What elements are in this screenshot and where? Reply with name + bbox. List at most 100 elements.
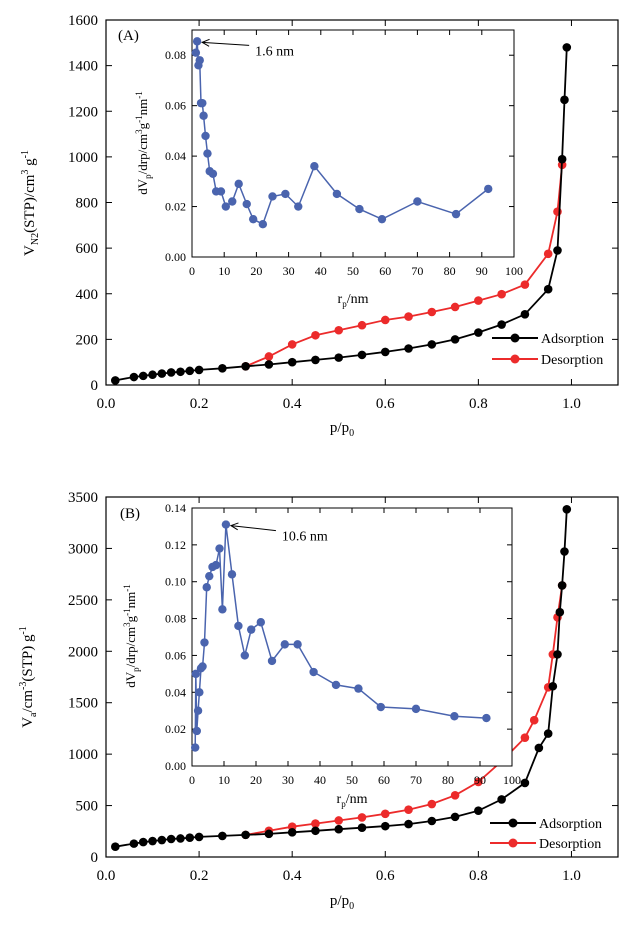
inset-x-tick-label: 60 bbox=[379, 264, 391, 278]
data-point-desorption bbox=[404, 805, 413, 814]
inset-data-point bbox=[199, 111, 208, 120]
x-tick-label: 0.6 bbox=[376, 868, 395, 884]
data-point-desorption bbox=[334, 816, 344, 825]
data-point-adsorption bbox=[218, 831, 227, 841]
y-tick-label: 1000 bbox=[68, 747, 98, 763]
y-tick-label: 3500 bbox=[68, 490, 98, 506]
inset-y-tick-label: 0.06 bbox=[165, 99, 186, 113]
data-point-adsorption bbox=[474, 806, 483, 816]
data-point-adsorption bbox=[287, 357, 297, 367]
data-point-desorption bbox=[543, 249, 553, 259]
inset-data-point bbox=[215, 544, 224, 553]
inset-data-point bbox=[242, 199, 251, 209]
inset-data-point bbox=[234, 179, 243, 189]
y-tick-label: 1600 bbox=[68, 13, 98, 29]
data-point-desorption bbox=[264, 352, 274, 361]
data-point-adsorption bbox=[185, 833, 195, 842]
y-tick-label: 3000 bbox=[68, 541, 98, 557]
data-point-adsorption bbox=[560, 95, 569, 105]
inset-data-point bbox=[201, 131, 210, 141]
data-point-desorption bbox=[427, 799, 437, 809]
inset-x-tick-label: 0 bbox=[189, 773, 195, 787]
data-point-adsorption bbox=[450, 812, 460, 822]
data-point-desorption bbox=[520, 733, 530, 742]
inset-data-point bbox=[195, 56, 204, 65]
data-point-adsorption bbox=[166, 834, 176, 844]
x-tick-label: 0.4 bbox=[283, 396, 302, 412]
inset-y-tick-label: 0.06 bbox=[165, 648, 186, 662]
inset-data-point bbox=[268, 192, 277, 201]
legend-marker-adsorption bbox=[510, 333, 520, 343]
x-tick-label: 0.0 bbox=[97, 868, 116, 884]
inset-data-point bbox=[376, 702, 385, 712]
data-point-desorption bbox=[497, 289, 506, 299]
panel-a-inset-chart: 0.00 0.02 0.04 0.06 0.08 0 10 20 30 40 50 60 70 80 90… bbox=[134, 29, 523, 309]
panel-b-inset-series: 10.6 nm bbox=[191, 520, 491, 752]
data-point-adsorption bbox=[380, 821, 390, 831]
inset-data-point bbox=[218, 605, 227, 614]
data-point-adsorption bbox=[138, 837, 148, 847]
inset-data-point bbox=[484, 184, 493, 194]
data-point-desorption bbox=[380, 809, 390, 819]
inset-data-point bbox=[200, 638, 209, 647]
panel-b-inset-chart: 0.00 0.02 0.04 0.06 0.08 0.10 0.12 0.14 0 10 20 30… bbox=[122, 501, 521, 809]
data-point-adsorption bbox=[555, 607, 565, 617]
data-point-desorption bbox=[450, 302, 460, 312]
data-point-adsorption bbox=[176, 367, 185, 377]
inset-y-tick-label: 0.08 bbox=[165, 48, 186, 62]
data-point-adsorption bbox=[557, 154, 567, 164]
x-tick-label: 0.2 bbox=[190, 396, 209, 412]
data-point-adsorption bbox=[380, 347, 390, 357]
data-point-adsorption bbox=[176, 834, 185, 843]
peak-arrow-head bbox=[201, 38, 210, 47]
inset-data-point bbox=[191, 48, 201, 57]
panel-b-label: (B) bbox=[120, 506, 140, 522]
series-line-adsorption bbox=[115, 47, 568, 382]
inset-data-point bbox=[202, 583, 211, 592]
inset-y-tick-label: 0.02 bbox=[165, 200, 186, 214]
panel-a-label: (A) bbox=[118, 28, 139, 44]
data-point-desorption bbox=[357, 813, 367, 822]
y-tick-label: 800 bbox=[76, 196, 99, 212]
y-tick-label: 1400 bbox=[68, 59, 98, 75]
data-point-adsorption bbox=[557, 581, 567, 590]
data-point-adsorption bbox=[474, 328, 483, 337]
inset-x-tick-label: 100 bbox=[503, 773, 521, 787]
data-point-adsorption bbox=[450, 335, 460, 344]
panel-b-inset-x-axis-label: rp/nm bbox=[337, 792, 368, 809]
inset-x-tick-label: 60 bbox=[378, 773, 390, 787]
inset-data-point bbox=[198, 662, 207, 671]
inset-x-tick-label: 30 bbox=[282, 773, 294, 787]
legend-marker-adsorption bbox=[508, 818, 518, 828]
peak-arrow-head bbox=[229, 522, 239, 531]
inset-data-point bbox=[221, 520, 231, 529]
data-point-adsorption bbox=[218, 364, 227, 373]
inset-x-tick-label: 50 bbox=[346, 773, 358, 787]
y-tick-label: 1200 bbox=[68, 104, 98, 120]
x-tick-label: 1.0 bbox=[562, 868, 581, 884]
data-point-adsorption bbox=[194, 365, 204, 375]
data-point-adsorption bbox=[497, 320, 506, 329]
panel-b-inset-x-ticks: 0 10 20 30 40 50 60 70 80 90 100 bbox=[189, 508, 521, 787]
y-tick-label: 400 bbox=[76, 287, 99, 303]
inset-data-point bbox=[294, 202, 303, 211]
peak-arrow-line bbox=[230, 525, 276, 532]
data-point-desorption bbox=[450, 790, 460, 800]
data-point-desorption bbox=[427, 307, 437, 317]
data-point-adsorption bbox=[553, 246, 562, 255]
inset-data-point bbox=[482, 713, 491, 723]
inset-data-point bbox=[258, 220, 268, 229]
data-point-adsorption bbox=[185, 366, 195, 376]
data-point-desorption bbox=[334, 325, 344, 335]
inset-data-point bbox=[310, 162, 319, 171]
y-tick-label: 2500 bbox=[68, 593, 98, 609]
inset-data-point bbox=[280, 640, 289, 649]
data-point-adsorption bbox=[548, 681, 558, 691]
inset-y-tick-label: 0.04 bbox=[165, 149, 186, 163]
data-point-adsorption bbox=[562, 43, 572, 52]
legend-label-desorption: Desorption bbox=[541, 353, 603, 368]
y-tick-label: 500 bbox=[76, 799, 99, 815]
inset-data-point bbox=[377, 214, 387, 224]
legend-marker-desorption bbox=[508, 838, 518, 848]
